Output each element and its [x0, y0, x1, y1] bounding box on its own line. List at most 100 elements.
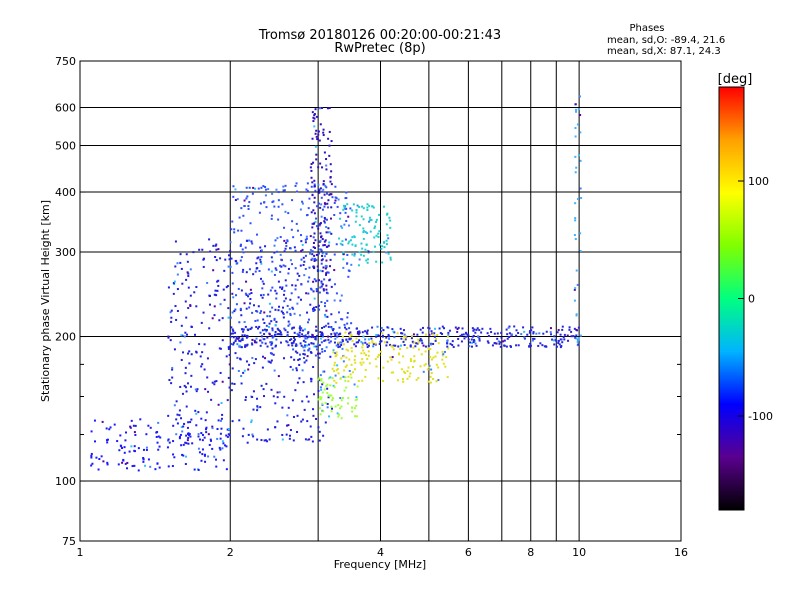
scatter-point [532, 331, 535, 334]
scatter-point [198, 343, 201, 346]
scatter-point [195, 305, 198, 308]
scatter-point [292, 439, 295, 442]
scatter-point [269, 289, 272, 292]
scatter-point [314, 246, 317, 249]
scatter-point [456, 330, 459, 333]
scatter-point [333, 332, 336, 335]
stats-header: Phases [629, 23, 664, 34]
scatter-point [234, 352, 237, 355]
scatter-point [346, 316, 349, 319]
scatter-point [298, 274, 301, 277]
scatter-point [364, 330, 367, 333]
scatter-point [265, 382, 268, 385]
scatter-point [382, 366, 385, 369]
scatter-point [194, 409, 197, 412]
scatter-point [390, 371, 393, 374]
scatter-point [499, 341, 502, 344]
scatter-point [237, 337, 240, 340]
scatter-point [301, 418, 304, 421]
scatter-point [228, 434, 231, 437]
scatter-point [387, 333, 390, 336]
scatter-point [574, 219, 577, 222]
scatter-point [318, 139, 321, 142]
scatter-point [411, 340, 414, 343]
scatter-point [187, 307, 190, 310]
scatter-point [286, 414, 289, 417]
scatter-point [316, 348, 319, 351]
scatter-point [424, 345, 427, 348]
scatter-point [382, 205, 385, 208]
scatter-point [328, 279, 331, 282]
scatter-point [321, 283, 324, 286]
scatter-point [486, 340, 489, 343]
scatter-point [139, 418, 142, 421]
scatter-point [333, 299, 336, 302]
scatter-point [304, 254, 307, 257]
scatter-point [370, 218, 373, 221]
scatter-point [409, 345, 412, 348]
scatter-point [187, 275, 190, 278]
scatter-point [251, 311, 254, 314]
scatter-point [196, 388, 199, 391]
scatter-point [313, 113, 316, 116]
scatter-point [326, 192, 329, 195]
scatter-point [227, 307, 230, 310]
scatter-point [232, 336, 235, 339]
scatter-point [313, 183, 316, 186]
scatter-point [325, 226, 328, 229]
scatter-point [184, 366, 187, 369]
scatter-point [563, 338, 566, 341]
scatter-point [542, 332, 545, 335]
scatter-point [240, 314, 243, 317]
scatter-point [336, 335, 339, 338]
scatter-point [324, 184, 327, 187]
scatter-point [381, 245, 384, 248]
scatter-point [333, 253, 336, 256]
scatter-point [323, 193, 326, 196]
scatter-point [273, 317, 276, 320]
scatter-point [378, 230, 381, 233]
scatter-point [269, 341, 272, 344]
scatter-point [366, 232, 369, 235]
scatter-point [296, 229, 299, 232]
scatter-point [345, 338, 348, 341]
scatter-point [327, 244, 330, 247]
scatter-point [124, 462, 127, 465]
scatter-point [182, 351, 185, 354]
scatter-point [213, 380, 216, 383]
scatter-point [532, 337, 535, 340]
scatter-point [230, 257, 233, 260]
scatter-point [523, 337, 526, 340]
scatter-point [409, 372, 412, 375]
scatter-point [388, 335, 391, 338]
scatter-point [545, 330, 548, 333]
scatter-point [379, 340, 382, 343]
scatter-point [315, 306, 318, 309]
scatter-point [106, 438, 109, 441]
scatter-point [358, 331, 361, 334]
scatter-point [216, 280, 219, 283]
scatter-point [350, 350, 353, 353]
scatter-point [559, 338, 562, 341]
scatter-point [215, 465, 218, 468]
scatter-point [276, 327, 279, 330]
scatter-point [366, 329, 369, 332]
scatter-point [180, 324, 183, 327]
scatter-point [256, 406, 259, 409]
scatter-point [446, 376, 449, 379]
scatter-point [428, 327, 431, 330]
scatter-point [383, 341, 386, 344]
scatter-point [347, 402, 350, 405]
scatter-point [241, 248, 244, 251]
scatter-point [375, 335, 378, 338]
scatter-point [230, 389, 233, 392]
scatter-point [249, 297, 252, 300]
scatter-point [472, 341, 475, 344]
scatter-point [219, 347, 222, 350]
scatter-point [350, 322, 353, 325]
scatter-point [326, 391, 329, 394]
scatter-point [267, 293, 270, 296]
scatter-point [314, 189, 317, 192]
scatter-point [376, 325, 379, 328]
scatter-point [217, 284, 220, 287]
